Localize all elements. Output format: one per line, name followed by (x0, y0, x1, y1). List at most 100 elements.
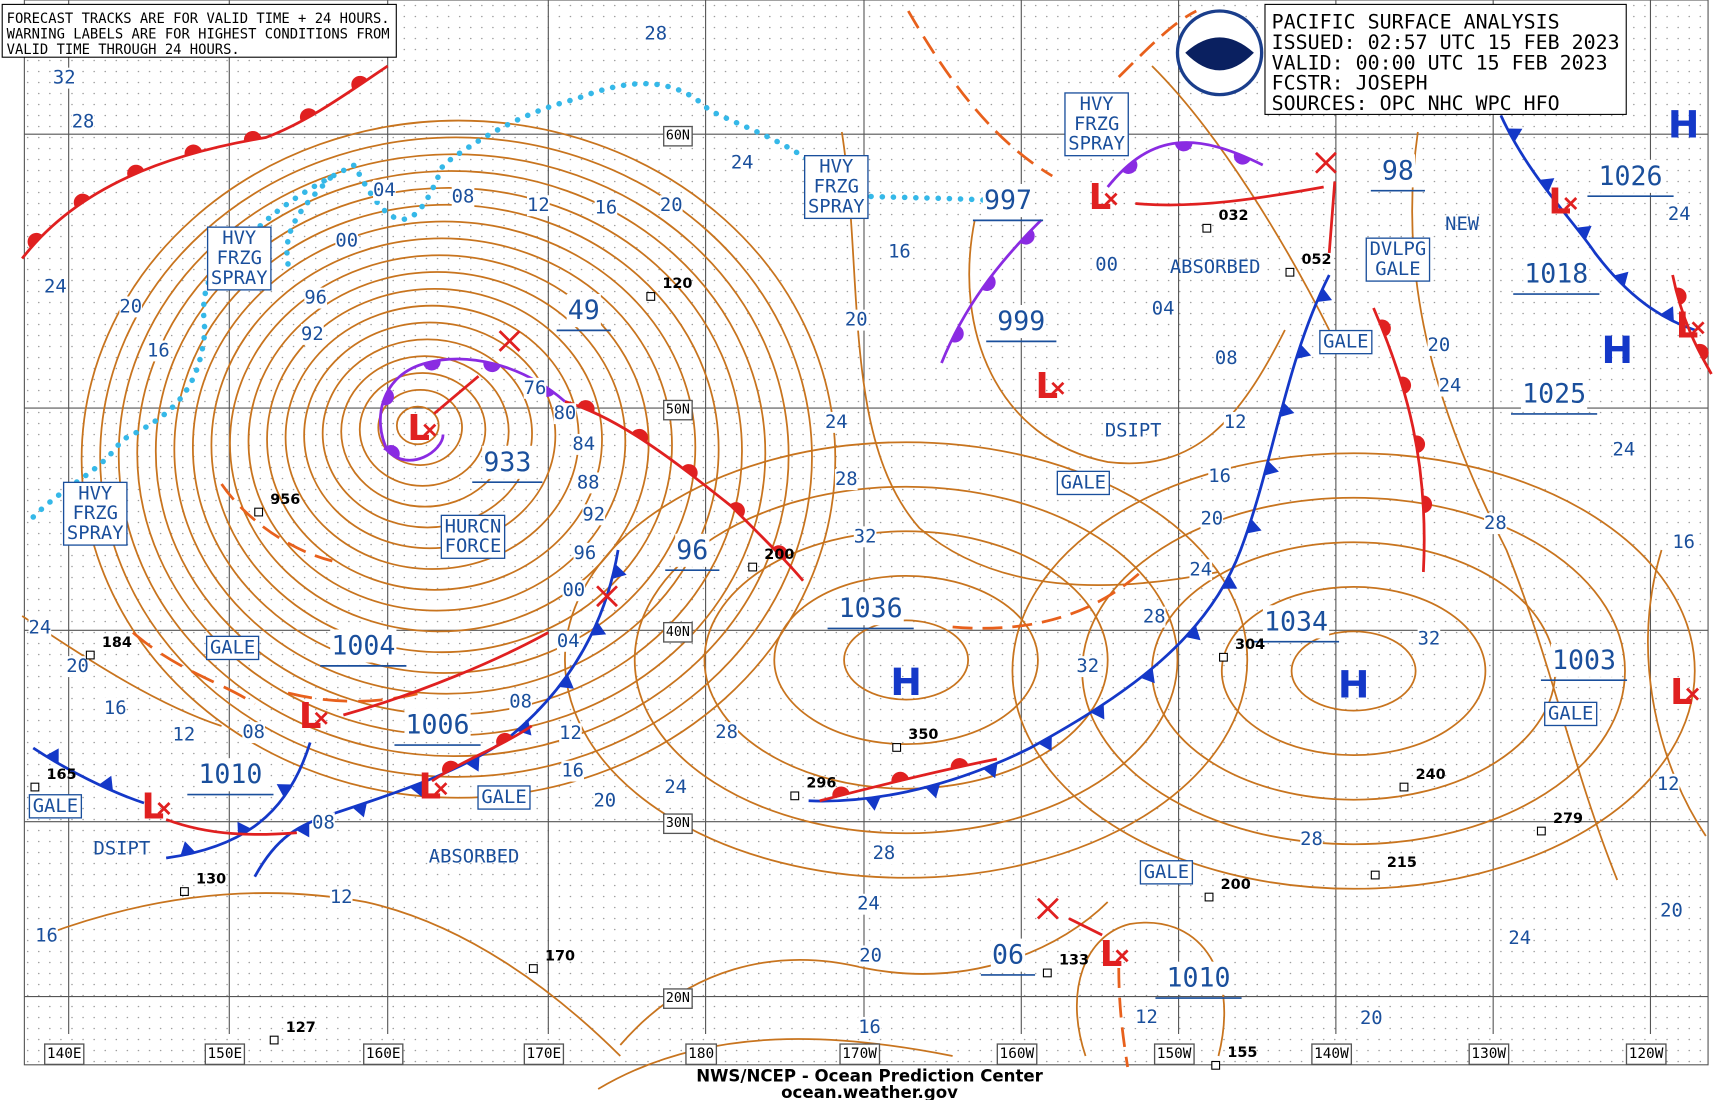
cold-symbol (983, 763, 998, 779)
isobar-label: 28 (715, 722, 738, 743)
isobar-label: 12 (559, 723, 582, 744)
pressure-label-box (1380, 154, 1416, 188)
station-value: 052 (1302, 252, 1332, 268)
low-cross (1691, 321, 1705, 335)
isobar (1290, 630, 1417, 712)
semicircle (73, 193, 91, 208)
warning-text: SPRAY (1068, 134, 1125, 155)
isobar (266, 287, 603, 591)
warning: GALE (1548, 703, 1593, 724)
lon-label: 160W (1000, 1046, 1035, 1062)
isobar-label: 12 (173, 724, 196, 745)
semicircle (832, 786, 850, 798)
occluded-symbol (950, 325, 964, 343)
cold-symbol (1246, 518, 1262, 534)
isobar-label: 04 (373, 180, 396, 201)
track (1135, 185, 1324, 207)
station-marker (269, 1035, 279, 1045)
occluded-symbol (1122, 159, 1138, 174)
warning-text: SPRAY (808, 196, 865, 217)
cold-symbol (409, 781, 425, 797)
cold-symbol (590, 621, 607, 636)
occluded-symbol (483, 361, 501, 373)
semicircle (577, 400, 595, 413)
isobar-label: 96 (304, 288, 327, 309)
isobar-label: 04 (1152, 299, 1175, 320)
low-center: L (1089, 177, 1112, 218)
isobar-label-box (1508, 927, 1532, 949)
pressure-label: 98 (1382, 155, 1414, 186)
semicircle (382, 388, 394, 406)
semicircle (772, 545, 788, 561)
remark: DSIPT (1105, 421, 1162, 442)
isobar-label-box (312, 812, 335, 834)
station-value: 304 (1235, 637, 1265, 653)
high-center: H (1338, 663, 1370, 707)
isobar-label: 08 (242, 722, 265, 743)
lon-label-box (685, 1043, 718, 1066)
occluded-symbol (382, 388, 394, 406)
isobar-label-box (858, 1016, 881, 1038)
pressure-label: 1025 (1522, 379, 1586, 410)
cold-symbol (1660, 306, 1674, 322)
low-center: L (142, 787, 165, 828)
isobar-label-box (1427, 334, 1451, 356)
semicircle (1422, 495, 1433, 514)
triangle (611, 564, 627, 580)
notice-bg (2, 4, 397, 58)
pressure-label-box (982, 183, 1034, 218)
cold-symbol (611, 564, 627, 580)
warm-symbol (832, 786, 850, 798)
isobar (1151, 65, 1331, 331)
isobar-label: 80 (554, 403, 577, 424)
warm-symbol (577, 400, 595, 413)
low-cross (1115, 949, 1129, 963)
pressure-label: 1003 (1552, 645, 1616, 676)
station-marker (528, 964, 538, 973)
info-line: ISSUED: 02:57 UTC 15 FEB 2023 (1272, 31, 1620, 54)
station-marker (1204, 892, 1214, 902)
cold-symbol (1316, 287, 1333, 302)
cold-symbol (45, 748, 59, 764)
lon-label-box (204, 1043, 246, 1066)
pressure-label-box (330, 629, 397, 663)
remark: DSIPT (94, 839, 151, 860)
isobar-label: 04 (557, 631, 580, 652)
cold-symbol (1613, 271, 1629, 287)
isobar-label-box (373, 179, 396, 201)
isobar-label: 28 (835, 469, 858, 490)
warning-text: HVY (1080, 94, 1114, 115)
isobar-label-box (1142, 606, 1166, 628)
lon-label-box (839, 1043, 881, 1066)
station-value: 240 (1416, 767, 1446, 783)
occluded-symbol (1233, 152, 1251, 165)
isobar (358, 372, 487, 487)
isobar-label-box (659, 195, 683, 217)
warm-front (1372, 307, 1426, 573)
triangle (98, 775, 113, 791)
high-center: H (1601, 328, 1633, 372)
isobar (395, 405, 440, 446)
occluded-symbol (1019, 229, 1035, 245)
pressure-label: 06 (992, 940, 1024, 971)
isobar-label-box (71, 111, 95, 133)
station-value: 279 (1553, 811, 1583, 827)
pressure-label: 1018 (1524, 259, 1588, 290)
lon-label-box (44, 1043, 85, 1066)
low-cross (157, 802, 171, 815)
semicircle (127, 164, 145, 177)
warm-symbol (1378, 319, 1391, 337)
forecast-position (1314, 151, 1337, 174)
pressure-label: 96 (676, 535, 708, 566)
warning: GALE (33, 796, 78, 817)
isobar-label: 76 (524, 378, 547, 399)
occluded-symbol (1174, 141, 1193, 152)
isobar (633, 485, 1179, 835)
isobar-label: 16 (561, 761, 584, 782)
track (1327, 181, 1337, 254)
warm-symbol (1695, 343, 1709, 361)
